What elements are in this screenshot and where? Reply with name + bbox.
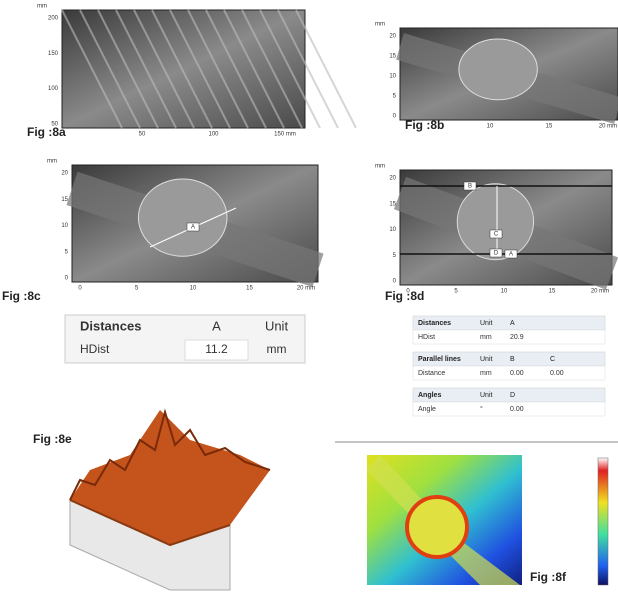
x-tick-label: 20 mm <box>297 286 315 292</box>
table-cell: mm <box>480 370 492 377</box>
fiber-section <box>459 39 537 100</box>
figure-label: Fig :8f <box>530 570 567 584</box>
table-header-row <box>413 388 605 402</box>
table-header: Unit <box>265 318 289 333</box>
table-header: C <box>550 356 555 363</box>
y-tick-label: 0 <box>393 114 397 120</box>
y-tick-label: 20 <box>389 34 396 40</box>
table-cell: Distance <box>418 370 445 377</box>
marker-label: B <box>468 184 472 190</box>
y-tick-label: 20 <box>61 171 68 177</box>
marker-label: A <box>509 252 513 258</box>
surface-plot <box>70 410 270 590</box>
table-cell: mm <box>480 334 492 341</box>
unit-label: mm <box>47 159 57 165</box>
table-header: Unit <box>480 392 493 399</box>
table-cell: 11.2 <box>205 342 228 356</box>
table-cell: 20.9 <box>510 334 524 341</box>
x-tick-label: 10 <box>190 286 197 292</box>
y-tick-label: 0 <box>65 276 69 282</box>
x-tick-label: 100 <box>208 132 219 138</box>
table-row <box>413 402 605 416</box>
unit-label: mm <box>375 164 385 170</box>
y-tick-label: 200 <box>48 16 59 22</box>
figure-label: Fig :8e <box>33 432 72 446</box>
x-tick-label: 15 <box>546 124 553 130</box>
table-header: D <box>510 392 515 399</box>
y-tick-label: 15 <box>61 197 68 203</box>
marker-label: C <box>494 232 499 238</box>
figure-label: Fig :8a <box>27 125 66 139</box>
x-tick-label: 0 <box>78 286 82 292</box>
y-tick-label: 10 <box>61 223 68 229</box>
x-tick-label: 50 <box>139 132 146 138</box>
y-tick-label: 5 <box>65 249 69 255</box>
x-tick-label: 20 mm <box>599 124 617 130</box>
table-cell: mm <box>267 342 287 356</box>
y-tick-label: 5 <box>393 94 397 100</box>
x-tick-label: 15 <box>246 286 253 292</box>
fiber-section <box>457 184 533 260</box>
table-cell: 0.00 <box>510 370 524 377</box>
marker-label: D <box>494 251 499 257</box>
table-cell: HDist <box>418 334 435 341</box>
table-header: Unit <box>480 320 493 327</box>
table-header: Unit <box>480 356 493 363</box>
y-tick-label: 15 <box>389 201 396 207</box>
table-row <box>413 330 605 344</box>
figure-label: Fig :8b <box>405 118 444 132</box>
marker-label: A <box>191 225 195 231</box>
y-tick-label: 100 <box>48 86 59 92</box>
y-tick-label: 5 <box>393 253 397 259</box>
figure: mm2001501005050100150 mmFig :8amm2015105… <box>0 0 618 598</box>
y-tick-label: 150 <box>48 51 59 57</box>
y-tick-label: 20 <box>389 176 396 182</box>
figure-label: Fig :8d <box>385 289 424 303</box>
table-cell: 0.00 <box>510 406 524 413</box>
y-tick-label: 10 <box>389 227 396 233</box>
y-tick-label: 15 <box>389 54 396 60</box>
figure-label: Fig :8c <box>2 289 41 303</box>
x-tick-label: 15 <box>549 289 556 295</box>
table-cell: Angle <box>418 406 436 413</box>
x-tick-label: 5 <box>135 286 139 292</box>
table-header: A <box>212 318 221 333</box>
table-cell: HDist <box>80 342 110 356</box>
table-header: Angles <box>418 392 441 399</box>
table-header: Distances <box>418 320 451 327</box>
x-tick-label: 5 <box>454 289 458 295</box>
x-tick-label: 10 <box>487 124 494 130</box>
table-header: A <box>510 320 515 327</box>
table-header: Parallel lines <box>418 356 461 363</box>
x-tick-label: 10 <box>501 289 508 295</box>
table-header: Distances <box>80 318 141 333</box>
table-cell: 0.00 <box>550 370 564 377</box>
y-tick-label: 0 <box>393 279 397 285</box>
unit-label: mm <box>37 4 47 10</box>
colormap-image <box>335 442 618 585</box>
unit-label: mm <box>375 22 385 28</box>
table-cell: ° <box>480 405 483 413</box>
table-header: B <box>510 356 515 363</box>
x-tick-label: 20 mm <box>591 289 609 295</box>
y-tick-label: 10 <box>389 74 396 80</box>
x-tick-label: 150 mm <box>274 132 296 138</box>
